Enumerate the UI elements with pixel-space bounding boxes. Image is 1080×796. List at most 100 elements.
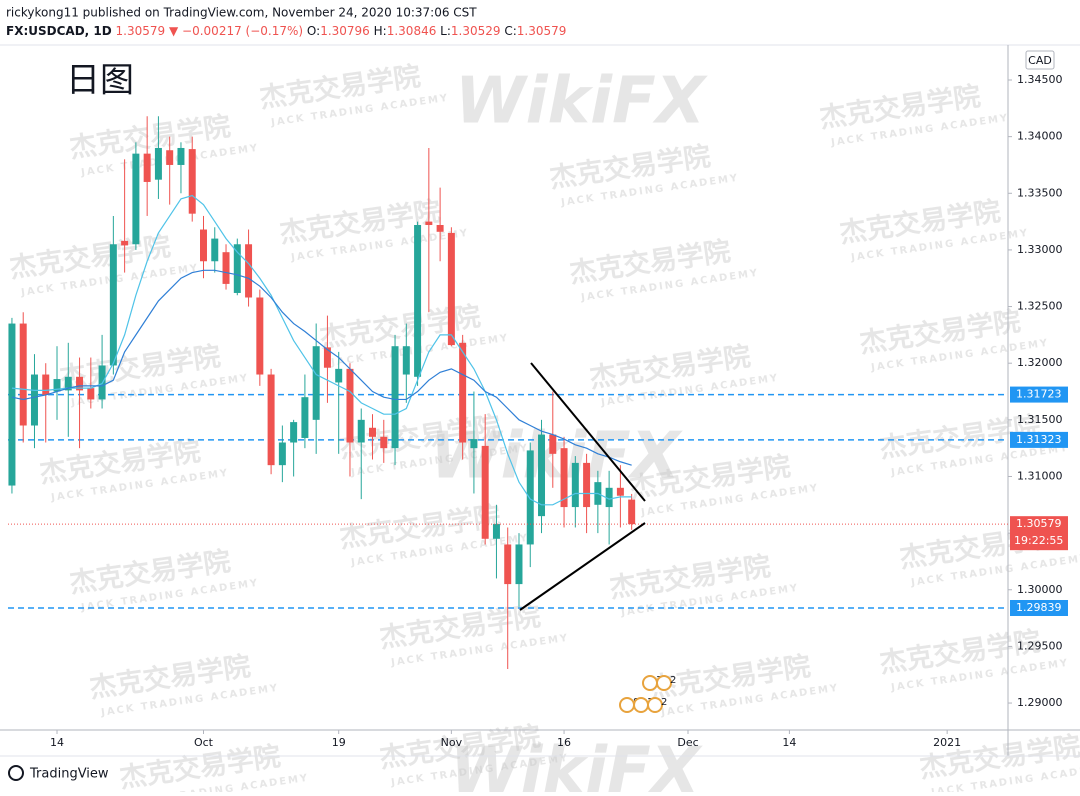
- moving-average: [11, 194, 632, 506]
- publisher-line: rickykong11 published on TradingView.com…: [6, 6, 477, 20]
- y-tick-label: 1.29000: [1017, 696, 1063, 709]
- event-badge: [642, 675, 658, 691]
- candle-body: [154, 147, 162, 180]
- candle-body: [222, 252, 230, 284]
- candle-body: [380, 436, 388, 449]
- candle-body: [402, 346, 410, 375]
- candle-body: [459, 342, 467, 443]
- watermark-brand: WikiFX: [430, 420, 683, 494]
- moving-average: [11, 269, 632, 466]
- candle-body: [583, 462, 591, 508]
- logo-icon: [8, 765, 24, 781]
- y-tick-label: 1.34500: [1017, 73, 1063, 86]
- y-tick-label: 1.33500: [1017, 186, 1063, 199]
- currency-box: [1025, 50, 1055, 70]
- y-tick-label: 1.31500: [1017, 413, 1063, 426]
- y-tick-label: 1.29500: [1017, 639, 1063, 652]
- candle-body: [526, 450, 534, 545]
- candle-body: [492, 524, 500, 539]
- level-label: 1.31723: [1016, 388, 1062, 401]
- candle-body: [121, 240, 129, 246]
- candle-body: [233, 244, 241, 293]
- event-badge: [619, 697, 635, 713]
- candle-body: [76, 376, 84, 391]
- watermark-brand: WikiFX: [455, 65, 708, 139]
- candle-body: [504, 544, 512, 585]
- candle-body: [515, 544, 523, 585]
- event-count: 2: [670, 675, 676, 686]
- candle-body: [414, 225, 422, 377]
- event-badge: [647, 697, 663, 713]
- ohlc-value: 1.30529: [451, 24, 501, 38]
- x-tick-label: 19: [332, 736, 346, 749]
- x-tick-label: 14: [50, 736, 64, 749]
- candle-body: [470, 439, 478, 449]
- event-count: 2: [661, 697, 667, 708]
- level-label: 1.29839: [1016, 601, 1062, 614]
- change: −0.00217 (−0.17%): [182, 24, 303, 38]
- candle-body: [323, 347, 331, 368]
- y-tick-label: 1.34000: [1017, 130, 1063, 143]
- ohlc-label: L:: [440, 24, 451, 38]
- trend-line: [519, 522, 646, 611]
- candle-body: [19, 323, 27, 426]
- candle-body: [616, 487, 624, 496]
- x-tick-label: Nov: [441, 736, 463, 749]
- candle-body: [132, 153, 140, 245]
- annotation: 日图: [66, 61, 134, 101]
- candle-body: [166, 150, 174, 165]
- level-label-box: [1010, 599, 1068, 616]
- symbol: FX:USDCAD, 1D: [6, 24, 112, 38]
- candle-body: [8, 323, 16, 486]
- candle-body: [200, 229, 207, 262]
- candle-body: [256, 297, 264, 375]
- candle-body: [53, 379, 61, 392]
- candle-body: [188, 149, 196, 214]
- event-badge: [633, 697, 649, 713]
- candle-body: [42, 374, 50, 395]
- candle-body: [64, 376, 72, 391]
- candle-body: [335, 368, 343, 383]
- plot: [8, 116, 1008, 670]
- y-tick-label: 1.30000: [1017, 583, 1063, 596]
- candle-body: [369, 427, 376, 437]
- ohlc-value: 1.30846: [387, 24, 437, 38]
- ohlc-value: 1.30579: [517, 24, 567, 38]
- y-tick-label: 1.32500: [1017, 300, 1063, 313]
- candle-body: [605, 487, 613, 508]
- candle-body: [290, 422, 298, 443]
- candle-body: [436, 225, 444, 232]
- level-label: 1.31323: [1016, 433, 1062, 446]
- candle-body: [481, 445, 489, 539]
- candle-body: [143, 153, 151, 182]
- symbol-line: FX:USDCAD, 1D 1.30579 ▼ −0.00217 (−0.17%…: [6, 24, 566, 38]
- footer-logo: TradingView: [8, 765, 109, 782]
- candle-body: [549, 434, 557, 454]
- candle-body: [312, 346, 320, 420]
- ohlc-label: O:: [307, 24, 320, 38]
- x-tick-label: Dec: [677, 736, 698, 749]
- candle-body: [278, 442, 286, 466]
- candle-body: [245, 244, 253, 298]
- candle-body: [301, 397, 309, 438]
- candle-body: [177, 147, 185, 165]
- candle-body: [357, 419, 365, 443]
- candle-body: [425, 221, 433, 226]
- level-label-box: [1010, 431, 1068, 448]
- watermark-brand: WikiFX: [450, 735, 703, 792]
- candle-body: [211, 238, 219, 262]
- level-label-box: [1010, 386, 1068, 403]
- candle-body: [267, 374, 275, 466]
- event-badge: [656, 675, 672, 691]
- candle-body: [87, 388, 95, 400]
- candle-body: [538, 434, 546, 517]
- candle-body: [560, 448, 568, 508]
- candle-body: [628, 499, 636, 525]
- x-tick-label: 2021: [933, 736, 961, 749]
- x-tick-label: 16: [557, 736, 571, 749]
- candle-body: [346, 368, 354, 443]
- arrow: ▼: [169, 24, 179, 38]
- last: 1.30579: [116, 24, 166, 38]
